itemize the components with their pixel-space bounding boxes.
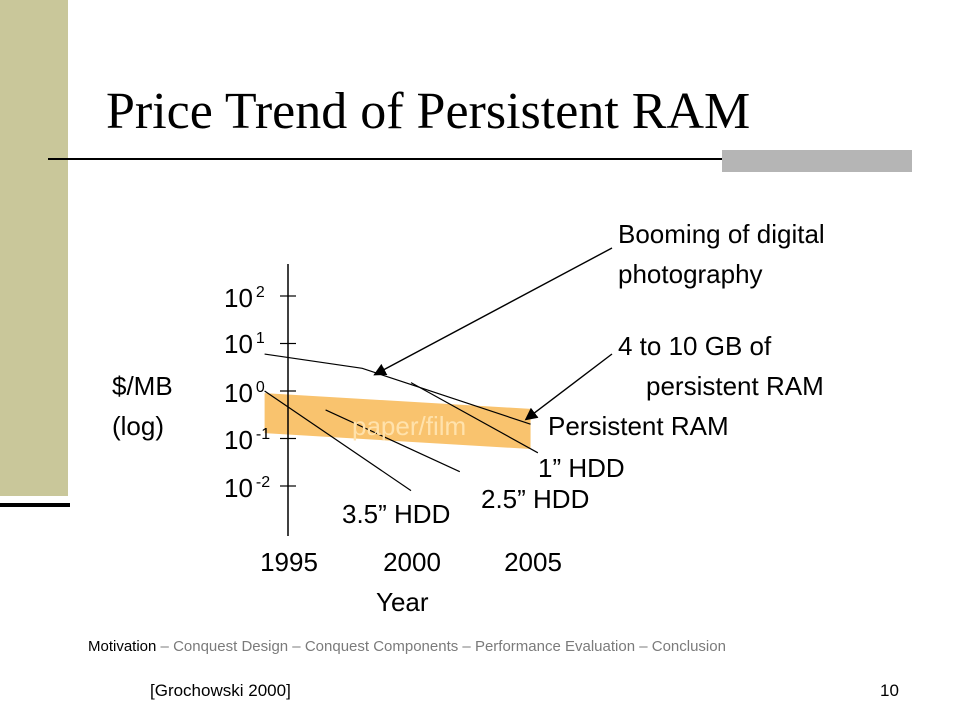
band-label-paper-film: paper/film xyxy=(352,411,467,441)
annotation-digital-photography-line1: Booming of digital xyxy=(618,219,825,249)
annotation-arrow-2 xyxy=(524,353,613,421)
y-tick-label-1e2: 10 2 xyxy=(224,283,265,313)
nav-item-motivation: Motivation xyxy=(88,638,157,655)
title-accent-bar xyxy=(722,150,912,172)
sidebar-divider xyxy=(0,503,70,507)
slide-title: Price Trend of Persistent RAM xyxy=(106,83,751,140)
x-axis-label: Year xyxy=(376,587,429,617)
x-tick-label-2005: 2005 xyxy=(504,547,562,577)
y-tick-label-1e-2: 10 -2 xyxy=(224,473,271,503)
page-number: 10 xyxy=(880,681,899,700)
slide-sidebar-accent xyxy=(0,0,68,496)
series-label-2-5-hdd: 2.5” HDD xyxy=(481,484,590,514)
title-underline xyxy=(48,158,912,160)
nav-item-conquest-design: Conquest Design xyxy=(173,638,289,655)
series-line-3-5-hdd xyxy=(264,390,412,492)
nav-item-conclusion: Conclusion xyxy=(651,638,726,655)
y-axis-label-scale: (log) xyxy=(112,411,165,441)
series-line-persistent-ram xyxy=(264,353,531,425)
nav-item-conquest-components: Conquest Components xyxy=(304,638,459,655)
series-label-persistent-ram: Persistent RAM xyxy=(548,411,729,441)
paper-film-band xyxy=(264,393,531,450)
series-line-2-5-hdd xyxy=(325,409,461,473)
series-line-1-hdd xyxy=(410,382,539,454)
y-tick-label-1e0: 10 0 xyxy=(224,378,265,408)
y-tick-label-1e-1: 10 -1 xyxy=(224,425,271,455)
nav-item-performance-evaluation: Performance Evaluation xyxy=(474,638,636,655)
annotation-arrow-1 xyxy=(373,247,613,376)
citation: [Grochowski 2000] xyxy=(150,681,291,700)
y-tick-label-1e1: 10 1 xyxy=(224,329,265,359)
series-label-1-hdd: 1” HDD xyxy=(538,453,625,483)
annotation-persistent-ram-size-line1: 4 to 10 GB of xyxy=(618,331,772,361)
annotation-persistent-ram-size-line2: persistent RAM xyxy=(646,371,824,401)
series-label-3-5-hdd: 3.5” HDD xyxy=(342,499,451,529)
x-tick-label-1995: 1995 xyxy=(260,547,318,577)
annotation-digital-photography-line2: photography xyxy=(618,259,763,289)
y-axis-label-unit: $/MB xyxy=(112,371,173,401)
section-navigation: Motivation – Conquest Design – Conquest … xyxy=(88,638,726,655)
x-tick-label-2000: 2000 xyxy=(383,547,441,577)
